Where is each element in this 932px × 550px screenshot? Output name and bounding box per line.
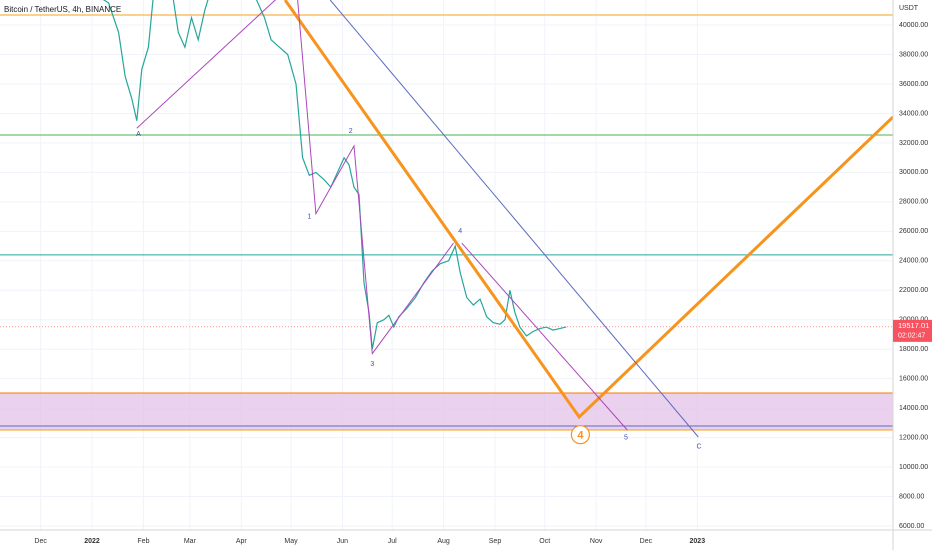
plot: [0, 0, 893, 530]
wave-label: 3: [370, 361, 374, 368]
y-tick-label: 18000.00: [899, 346, 928, 353]
x-tick-label: Dec: [640, 538, 653, 545]
y-tick-label: 38000.00: [899, 51, 928, 58]
x-tick-label: Jun: [337, 538, 348, 545]
price-label: 19517.01: [898, 321, 929, 330]
wave-label: 2: [349, 128, 353, 135]
wave-label: 4: [577, 430, 584, 442]
x-tick-label: Apr: [236, 538, 248, 545]
x-tick-label: Mar: [184, 538, 197, 545]
trend-line: [136, 0, 454, 355]
x-tick-label: 2022: [84, 538, 100, 545]
y-tick-label: 16000.00: [899, 376, 928, 383]
zone: [0, 393, 893, 430]
trend-line: [461, 242, 628, 431]
y-axis-label: USDT: [899, 5, 919, 12]
x-tick-label: Aug: [437, 538, 450, 545]
y-tick-label: 6000.00: [899, 523, 924, 530]
wave-label: 5: [624, 434, 628, 441]
x-tick-label: Oct: [539, 538, 550, 545]
countdown: 02:02:47: [898, 333, 925, 340]
x-tick-label: Nov: [590, 538, 603, 545]
x-tick-label: Dec: [34, 538, 47, 545]
y-tick-label: 32000.00: [899, 140, 928, 147]
price-tag: [893, 319, 932, 342]
y-tick-label: 30000.00: [899, 169, 928, 176]
trend-line: [329, 0, 699, 438]
y-tick-label: 22000.00: [899, 287, 928, 294]
y-tick-label: 28000.00: [899, 199, 928, 206]
y-tick-label: 40000.00: [899, 22, 928, 29]
y-tick-label: 34000.00: [899, 110, 928, 117]
y-tick-label: 8000.00: [899, 493, 924, 500]
trend-line: [283, 0, 893, 420]
x-tick-label: Feb: [137, 538, 149, 545]
y-tick-label: 24000.00: [899, 258, 928, 265]
wave-label: 4: [458, 228, 462, 235]
x-tick-label: 2023: [690, 538, 706, 545]
x-tick-label: Jul: [388, 538, 397, 545]
y-tick-label: 36000.00: [899, 81, 928, 88]
wave-label: C: [696, 443, 701, 450]
wave-circle: [570, 425, 591, 445]
y-tick-label: 26000.00: [899, 228, 928, 235]
chart-title: Bitcoin / TetherUS, 4h, BINANCE: [4, 5, 121, 14]
y-tick-label: 12000.00: [899, 434, 928, 441]
x-tick-label: May: [284, 538, 298, 545]
wave-label: 1: [307, 213, 311, 220]
y-tick-label: 10000.00: [899, 464, 928, 471]
x-tick-label: Sep: [489, 538, 502, 545]
y-tick-label: 14000.00: [899, 405, 928, 412]
wave-label: A: [136, 131, 141, 138]
price-line: [102, 0, 567, 350]
